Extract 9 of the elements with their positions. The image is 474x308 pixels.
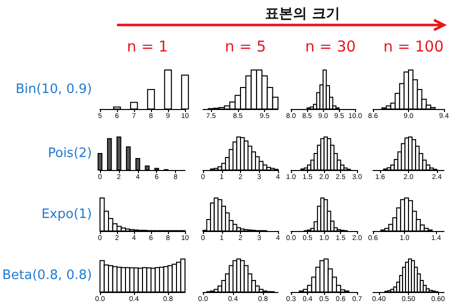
y-axis-title: Expo(1) <box>41 207 92 222</box>
chart-title: n = 100 <box>383 38 444 56</box>
y-axis-title: Pois(2) <box>48 146 92 161</box>
chart-title: n = 1 <box>126 38 168 56</box>
chart-title: n = 5 <box>224 38 266 56</box>
y-axis-title: Bin(10, 0.9) <box>16 82 92 97</box>
y-axis-title: Beta(0.8, 0.8) <box>2 268 92 283</box>
text: 표본의 크기 <box>265 6 340 22</box>
chart-title: n = 30 <box>305 38 356 56</box>
